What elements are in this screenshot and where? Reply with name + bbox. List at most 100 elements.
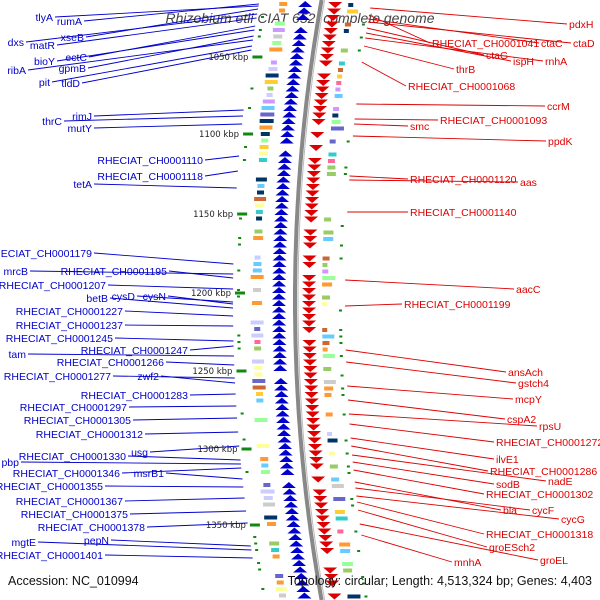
reverse-gene-arrow	[316, 80, 331, 86]
reverse-gene-arrow	[305, 405, 320, 411]
left-gene-label: bioY	[34, 56, 55, 68]
left-leader-line	[146, 522, 248, 528]
cog-block-inner	[267, 522, 277, 526]
right-leader-line	[345, 349, 507, 373]
cog-block-outer	[322, 328, 328, 332]
cog-block-outer	[322, 282, 333, 287]
feature-marker	[339, 309, 343, 312]
cog-block-inner	[266, 93, 273, 97]
left-leader-line	[104, 485, 244, 488]
forward-gene-arrow	[272, 313, 287, 319]
backbone-inner-edge	[297, 0, 326, 600]
left-gene-label: pit	[39, 77, 50, 89]
right-gene-label: RHECIAT_CH0001286	[490, 466, 597, 478]
cog-block-inner	[254, 327, 261, 331]
reverse-gene-arrow	[303, 359, 318, 366]
right-gene-label: smc	[410, 121, 429, 133]
cog-block-outer	[334, 510, 345, 514]
reverse-gene-arrow	[302, 353, 317, 359]
right-gene-label: aacC	[516, 284, 541, 296]
reverse-gene-arrow	[312, 489, 327, 496]
forward-gene-arrow	[272, 293, 287, 300]
cog-block-inner	[261, 138, 269, 143]
forward-gene-arrow	[275, 196, 290, 202]
right-gene-label: thrB	[456, 64, 475, 76]
feature-marker	[344, 166, 348, 169]
left-gene-label: RHECIAT_CH0001378	[38, 522, 145, 534]
feature-marker	[238, 237, 242, 239]
reverse-gene-arrow	[303, 236, 318, 242]
feature-marker	[342, 413, 346, 416]
forward-gene-arrow	[290, 46, 305, 53]
forward-gene-arrow	[289, 540, 304, 547]
feature-marker	[361, 576, 365, 578]
right-leader-line	[350, 437, 495, 460]
left-leader-line	[167, 295, 234, 305]
reverse-gene-arrow	[302, 262, 317, 268]
reverse-gene-arrow	[314, 93, 329, 99]
left-gene-label: RHECIAT_CH0001118	[97, 171, 203, 183]
feature-marker	[339, 342, 343, 344]
reverse-gene-arrow	[309, 457, 324, 463]
left-gene-label: RHECIAT_CH0001245	[6, 333, 113, 345]
cog-block-outer	[344, 22, 351, 27]
right-gene-label: pdxH	[569, 19, 594, 31]
feature-marker	[339, 244, 343, 247]
right-gene-label: nadE	[548, 476, 573, 488]
forward-gene-arrow	[286, 79, 301, 85]
reverse-gene-arrow	[302, 327, 317, 333]
feature-marker	[237, 347, 241, 350]
cog-block-inner	[264, 515, 278, 520]
left-gene-label: RHECIAT_CH0001297	[20, 402, 127, 414]
forward-gene-arrow	[272, 352, 287, 358]
feature-marker	[245, 471, 249, 473]
left-leader-line	[20, 461, 241, 465]
right-gene-label: RHECIAT_CH0001120	[410, 174, 517, 186]
forward-gene-arrow	[275, 183, 290, 189]
right-leader-line	[352, 454, 547, 482]
left-gene-label: usg	[131, 447, 148, 459]
left-gene-label: cysN	[143, 291, 166, 303]
feature-marker	[257, 35, 261, 38]
reverse-gene-arrow	[312, 112, 327, 119]
reverse-gene-arrow	[308, 450, 323, 457]
forward-gene-arrow	[277, 436, 292, 443]
feature-marker	[244, 146, 248, 148]
left-leader-line	[63, 115, 243, 122]
forward-gene-arrow	[274, 215, 289, 222]
feature-marker	[340, 225, 344, 227]
left-gene-label: RHECIAT_CH0001266	[57, 357, 164, 369]
cog-block-outer	[340, 549, 351, 553]
feature-marker	[258, 568, 262, 571]
cog-block-outer	[330, 126, 344, 131]
right-leader-line	[354, 123, 409, 127]
kbp-tick-label: 1300 kbp	[197, 445, 237, 455]
cog-block-outer	[322, 302, 328, 306]
reverse-gene-arrow	[305, 197, 320, 203]
forward-gene-arrow	[282, 111, 297, 118]
right-gene-label: mnhA	[454, 557, 481, 569]
forward-gene-arrow	[287, 527, 302, 534]
reverse-gene-arrow	[302, 242, 317, 249]
right-leader-line	[361, 534, 453, 563]
forward-gene-arrow	[273, 358, 288, 365]
left-gene-label: RHECIAT_CH0001346	[13, 468, 120, 480]
reverse-gene-arrow	[317, 73, 332, 80]
reverse-gene-arrow	[302, 320, 317, 327]
cog-block-inner	[254, 418, 268, 422]
right-gene-label: cycF	[532, 505, 554, 517]
feature-marker	[248, 107, 252, 109]
left-leader-line	[132, 417, 238, 421]
left-gene-label: rumA	[57, 16, 82, 28]
left-leader-line	[129, 510, 247, 515]
forward-gene-arrow	[287, 66, 302, 72]
right-gene-label: groESch2	[489, 542, 535, 554]
reverse-gene-arrow	[302, 281, 317, 288]
cog-block-outer	[333, 497, 346, 501]
right-leader-line	[345, 279, 515, 290]
forward-gene-arrow	[283, 105, 298, 111]
cog-block-inner	[254, 255, 261, 260]
left-gene-label: tldD	[61, 78, 80, 90]
right-leader-line	[352, 461, 495, 485]
